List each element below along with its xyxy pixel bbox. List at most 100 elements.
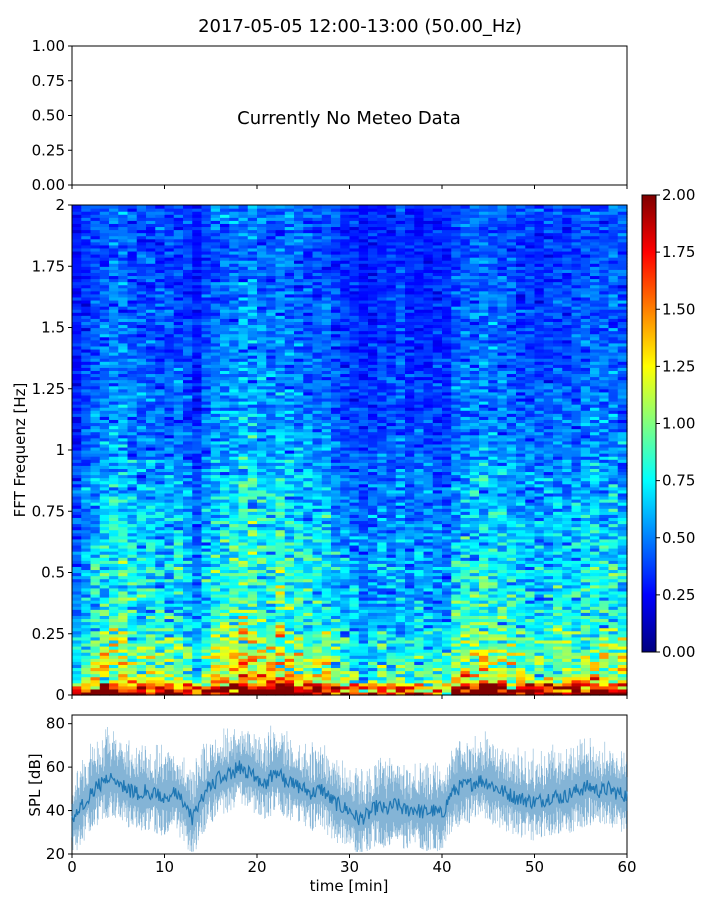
spectrogram-cell [571,673,582,678]
spectrogram-cell [617,529,628,534]
spectrogram-cell [99,489,110,494]
spectrogram-cell [469,523,480,528]
spectrogram-cell [238,642,249,647]
spectrogram-cell [303,639,314,644]
spectrogram-cell [442,446,452,451]
spectrogram-cell [210,682,221,687]
spectrogram-cell [340,609,351,613]
spectrogram-cell [423,486,434,491]
spectrogram-cell [442,471,452,476]
spectrogram-cell [562,649,573,653]
spectrogram-cell [451,563,462,567]
spectrogram-cell [340,480,351,485]
spectrogram-cell [386,636,397,641]
spectrogram-cell [368,560,378,564]
spectrogram-cell [617,554,628,558]
spectrogram-cell [238,587,249,592]
spectrogram-cell [155,636,166,641]
spectrogram-cell [349,636,360,641]
spectrogram-cell [368,456,378,460]
spectrogram-cell [479,621,489,626]
spectrogram-cell [599,658,610,662]
spectrogram-cell [136,581,147,586]
spectrogram-cell [146,465,156,469]
spectrogram-cell [349,578,360,583]
spectrogram-cell [525,529,536,534]
spectrogram-cell [109,489,119,494]
spectrogram-cell [99,639,110,644]
spectrogram-cell [183,642,193,647]
spectrogram-cell [127,673,138,678]
spectrogram-cell [109,505,119,509]
spectrogram-cell [460,581,471,586]
spectrogram-cell [599,597,610,601]
spectrogram-cell [543,486,554,491]
spectrogram-cell [321,621,332,626]
spectrogram-cell [303,477,314,482]
spectrogram-cell [423,560,434,564]
spectrogram-cell [118,587,129,592]
spectrogram-cell [220,597,230,601]
spectrogram-cell [349,538,360,543]
spectrogram-cell [460,569,471,574]
spectrogram-cell [543,600,554,604]
spectrogram-cell [516,688,526,693]
spectrogram-cell [617,532,628,537]
spectrogram-cell [173,453,184,457]
spectrogram-cell [580,477,591,482]
spectrogram-cell [368,621,378,626]
spectrogram-cell [294,603,304,607]
spectrogram-cell [516,621,526,626]
spectrogram-cell [590,511,600,515]
spectrogram-cell [136,560,147,564]
spectrogram-cell [451,474,462,479]
spectrogram-cell [580,615,591,620]
spectrogram-cell [617,520,628,525]
spectrogram-cell [580,649,591,653]
spectrogram-cell [608,646,619,650]
spectrogram-cell [303,691,314,696]
spectrogram-cell [210,526,221,531]
spectrogram-cell [81,652,92,656]
spectrogram-cell [257,621,267,626]
spectrogram-cell [534,560,545,564]
spectrogram-cell [303,633,314,638]
spectrogram-cell [580,664,591,669]
spectrogram-cell [358,630,369,635]
spectrogram-cell [247,600,258,604]
spectrogram-cell [146,630,156,635]
spectrogram-cell [488,523,499,528]
spectrogram-cell [469,679,480,684]
spectrogram-cell [488,563,499,567]
spectrogram-cell [608,676,619,681]
spectrogram-cell [525,563,536,567]
spectrogram-cell [321,456,332,460]
spectrogram-cell [497,621,508,626]
spectrogram-cell [183,544,193,549]
spectrogram-cell [488,477,499,482]
spectrogram-cell [331,642,341,647]
spectrogram-cell [580,575,591,580]
spectrogram-cell [506,446,517,451]
spectrogram-cell [562,446,573,451]
spectrogram-cell [534,529,545,534]
spectrogram-cell [220,489,230,494]
spectrogram-cell [331,517,341,522]
spectrogram-cell [146,636,156,641]
spectrogram-cell [81,679,92,684]
spectrogram-cell [580,557,591,561]
spectrogram-cell [81,600,92,604]
spectrogram-cell [164,627,175,632]
spectrogram-cell [617,630,628,635]
spectrogram-cell [201,554,212,558]
spectrogram-cell [238,606,249,610]
spectrogram-cell [81,495,92,500]
spectrogram-cell [432,520,443,525]
spectrogram-cell [284,462,295,466]
spectrogram-cell [331,691,341,696]
spectrogram-cell [395,633,406,638]
spectrogram-cell [81,508,92,512]
spectrogram-cell [525,685,536,690]
spectrogram-cell [257,679,267,684]
spectrogram-cell [562,517,573,522]
